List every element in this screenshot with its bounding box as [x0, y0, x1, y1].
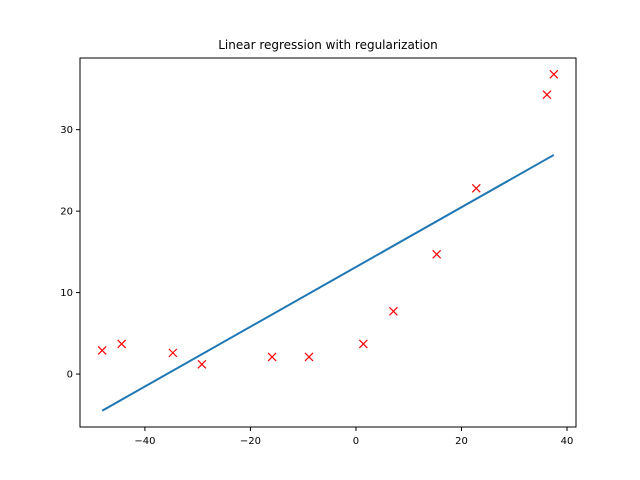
x-tick-label: 40	[561, 436, 574, 447]
data-point-0	[97, 346, 107, 355]
x-tick-label: 20	[455, 436, 468, 447]
data-point-8	[432, 249, 442, 259]
data-point-6	[358, 339, 368, 349]
regression-line	[101, 154, 555, 412]
data-point-5	[304, 352, 314, 362]
y-tick-label: 0	[67, 370, 73, 381]
axes-frame	[79, 57, 577, 428]
data-point-9	[471, 183, 481, 193]
data-point-11	[549, 69, 559, 79]
x-tick-label: −20	[240, 436, 261, 447]
x-tick-label: 0	[353, 436, 359, 447]
data-point-3	[197, 359, 207, 369]
chart-title: Linear regression with regularization	[218, 38, 438, 52]
x-axis: −40 −20 0 20 40	[134, 427, 573, 447]
plot-area	[97, 69, 559, 412]
data-point-4	[267, 352, 277, 362]
data-point-7	[389, 306, 398, 316]
x-tick-label: −40	[134, 436, 155, 447]
y-tick-label: 10	[60, 288, 73, 299]
data-point-10	[542, 90, 552, 100]
data-point-2	[168, 348, 178, 358]
y-tick-label: 30	[60, 125, 73, 136]
y-tick-label: 20	[60, 207, 73, 218]
data-point-1	[117, 339, 127, 349]
y-axis: 0 10 20 30	[60, 125, 80, 381]
